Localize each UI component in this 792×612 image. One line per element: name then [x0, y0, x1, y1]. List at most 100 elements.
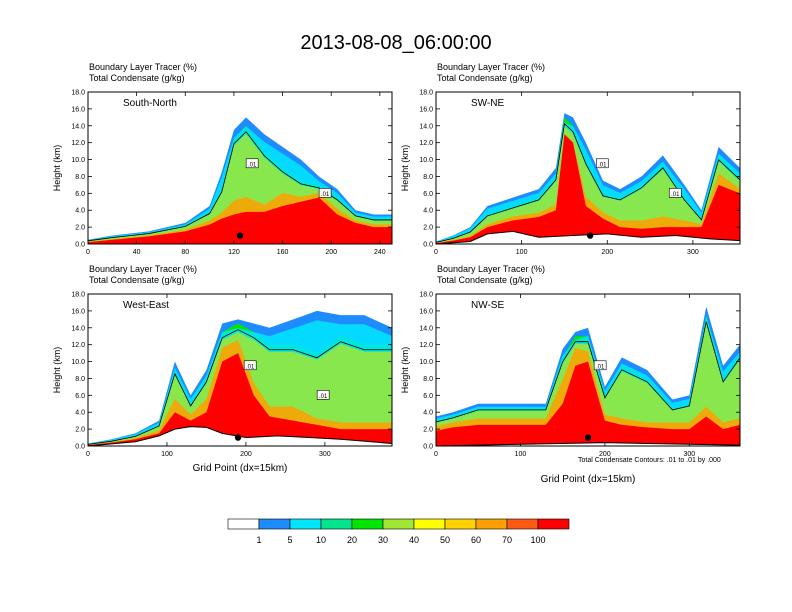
plot-area: .01 [436, 306, 740, 446]
contour-label-box [593, 360, 607, 371]
colorbar-swatch [537, 518, 570, 530]
plot-area: .01 .01 [88, 310, 392, 446]
condensate-contour [88, 329, 392, 445]
tracer-core [436, 134, 740, 244]
colorbar-swatch [506, 518, 539, 530]
colorbar-label: 30 [378, 535, 388, 545]
y-tick-label: 12.0 [71, 342, 85, 349]
x-tick-label: 100 [161, 451, 173, 458]
panel-sw-ne: Boundary Layer Tracer (%) Total Condensa… [388, 62, 748, 272]
panel-title: Boundary Layer Tracer (%) [437, 62, 546, 72]
colorbar-swatch [444, 518, 477, 530]
y-tick-label: 16.0 [419, 308, 433, 315]
panel-subtitle: Total Condensate (g/kg) [89, 73, 185, 83]
y-tick-label: 0.0 [75, 444, 85, 451]
colorbar-label: 10 [316, 535, 326, 545]
y-tick-label: 16.0 [71, 106, 85, 113]
contour-label: .01 [321, 192, 330, 198]
y-tick-label: 12.0 [419, 342, 433, 349]
figure-title: 2013-08-08_06:00:00 [300, 32, 492, 54]
x-tick-label: 240 [374, 249, 386, 256]
x-tick-label: 300 [319, 451, 331, 458]
colorbar-label: 60 [471, 535, 481, 545]
cross-section-label: South-North [123, 98, 177, 109]
panel-subtitle: Total Condensate (g/kg) [437, 275, 533, 285]
y-axis-label: Height (km) [400, 347, 410, 394]
colorbar-label: 1 [256, 535, 261, 545]
y-tick-label: 2.0 [75, 427, 85, 434]
x-tick-label: 200 [240, 451, 252, 458]
panel-title: Boundary Layer Tracer (%) [89, 264, 198, 274]
y-tick-label: 14.0 [419, 123, 433, 130]
colorbar-swatch [227, 518, 260, 530]
y-tick-label: 4.0 [75, 410, 85, 417]
y-tick-label: 6.0 [423, 393, 433, 400]
y-tick-label: 8.0 [423, 174, 433, 181]
y-tick-label: 2.0 [423, 427, 433, 434]
panel-subtitle: Total Condensate (g/kg) [89, 275, 185, 285]
colorbar-swatch [351, 518, 384, 530]
x-tick-label: 300 [687, 249, 699, 256]
contour-label-box [318, 188, 332, 198]
y-tick-label: 6.0 [423, 191, 433, 198]
y-tick-label: 8.0 [423, 376, 433, 383]
plot-area: .01 .01 [88, 117, 392, 244]
plot-frame [87, 91, 393, 245]
y-axis-label: Height (km) [52, 145, 62, 192]
contour-label-box [596, 158, 609, 169]
y-axis-label: Height (km) [400, 145, 410, 192]
cross-section-label: SW-NE [471, 98, 504, 109]
x-tick-label: 300 [683, 451, 695, 458]
panel-title: Boundary Layer Tracer (%) [89, 62, 198, 72]
location-marker [586, 232, 594, 239]
x-tick-label: 0 [434, 451, 438, 458]
location-marker [584, 434, 592, 441]
x-tick-label: 160 [277, 249, 289, 256]
x-axis-label: Grid Point (dx=15km) [193, 463, 288, 474]
panel-nw-se: Boundary Layer Tracer (%) Total Condensa… [388, 264, 748, 489]
y-tick-label: 4.0 [423, 410, 433, 417]
contour-label: .01 [671, 192, 680, 198]
tracer-band-20 [436, 126, 740, 244]
contour-label: .01 [596, 364, 605, 370]
terrain [88, 426, 392, 446]
x-tick-label: 100 [515, 451, 527, 458]
y-tick-label: 0.0 [423, 444, 433, 451]
contour-label-box [316, 390, 330, 400]
y-tick-label: 6.0 [75, 393, 85, 400]
y-tick-label: 18.0 [71, 90, 85, 97]
x-tick-label: 80 [181, 249, 189, 256]
colorbar-swatch [413, 518, 446, 530]
y-tick-label: 10.0 [419, 157, 433, 164]
contour-label-box [245, 158, 259, 169]
panel-subtitle: Total Condensate (g/kg) [437, 73, 533, 83]
colorbar-label: 5 [287, 535, 292, 545]
y-tick-label: 0.0 [423, 242, 433, 249]
colorbar-label: 20 [347, 535, 357, 545]
x-tick-label: 0 [86, 451, 90, 458]
contour-label-box [668, 188, 682, 198]
plot-area: .01 .01 [436, 113, 740, 244]
condensate-contour [88, 131, 392, 242]
colorbar-swatch [475, 518, 508, 530]
contour-label: .01 [248, 162, 257, 168]
x-tick-label: 100 [516, 249, 528, 256]
y-tick-label: 16.0 [419, 106, 433, 113]
panel-west-east: Boundary Layer Tracer (%) Total Condensa… [40, 264, 400, 489]
y-tick-label: 10.0 [419, 359, 433, 366]
y-tick-label: 10.0 [71, 359, 85, 366]
colorbar-label: 100 [530, 535, 545, 545]
cross-section-plot: .01 .01 0.0 2.0 4.0 6.0 8.0 10.0 12.0 14.0 16.0 18.… [52, 292, 393, 474]
y-tick-label: 2.0 [423, 225, 433, 232]
colorbar-swatch [289, 518, 322, 530]
contour-label: .01 [246, 364, 255, 370]
x-tick-label: 0 [86, 249, 90, 256]
y-tick-label: 4.0 [75, 208, 85, 215]
plot-frame [435, 293, 741, 447]
panel-south-north: Boundary Layer Tracer (%) Total Condensa… [40, 62, 400, 272]
contour-label-box [243, 360, 257, 371]
y-tick-label: 6.0 [75, 191, 85, 198]
x-tick-label: 120 [228, 249, 240, 256]
y-tick-label: 8.0 [75, 174, 85, 181]
y-tick-label: 18.0 [71, 292, 85, 299]
